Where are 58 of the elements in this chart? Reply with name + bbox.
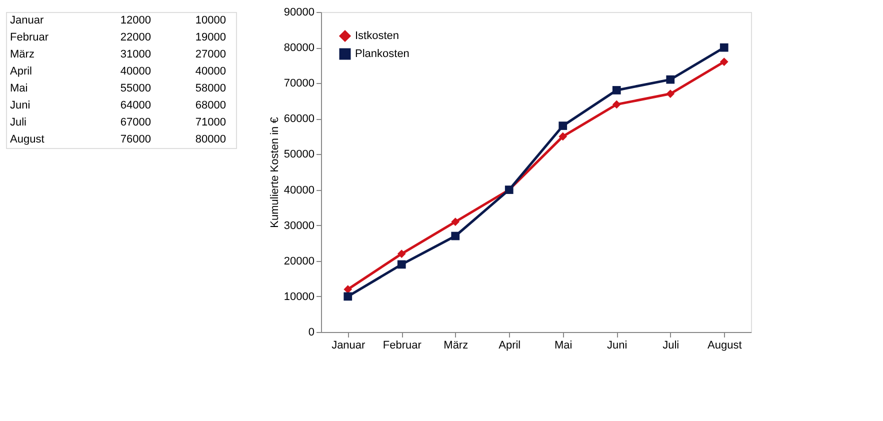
text: 58000 [195,82,226,94]
text: April [10,66,32,78]
text: August [10,134,44,146]
text: Januar [10,14,44,26]
x-tick-label: August [708,340,742,352]
text: Juni [10,100,30,112]
point [666,90,675,98]
text: Mai [10,82,28,94]
y-tick-label: 70000 [284,78,314,90]
x-tick-label: Mai [554,340,572,352]
text: 40000 [195,66,226,78]
point [720,58,728,66]
legend-label: Istkosten [355,30,400,42]
x-tick-label: Januar [332,340,366,352]
text: 55000 [120,82,151,94]
text: 10000 [195,14,226,26]
y-tick-label: 50000 [284,148,314,161]
y-tick-label: 90000 [284,6,314,18]
point [451,218,460,226]
text: Februar [10,32,49,44]
point [558,122,568,130]
y-tick-label: 0 [308,326,314,338]
text: 19000 [195,32,226,44]
point [344,292,352,301]
point [397,260,406,269]
x-tick-label: März [444,340,468,352]
x-tick-label: April [498,340,521,352]
text: März [10,48,34,60]
text: 76000 [120,134,151,146]
y-tick-label: 40000 [284,184,314,196]
text: 71000 [195,116,226,128]
point [451,232,460,240]
text: 31000 [120,48,151,60]
text: Juli [10,116,27,128]
point [720,43,728,52]
y-tick-label: 80000 [284,42,314,54]
x-tick-label: Juli [662,340,680,352]
text: 22000 [120,32,151,44]
point [558,132,568,141]
point [612,100,621,109]
y-tick-label: 30000 [284,220,314,232]
x-tick-label: Juni [607,340,628,352]
point [397,250,406,258]
text: 67000 [120,116,151,128]
text: 27000 [195,48,226,60]
text: 68000 [195,100,226,112]
x-tick-label: Februar [382,340,422,352]
text: 80000 [195,134,226,146]
text: 12000 [120,14,151,26]
point [666,75,675,84]
y-tick-label: 10000 [284,290,314,303]
point [612,86,621,94]
y-axis-title: Kumulierte Kosten in € [268,117,281,228]
legend-label: Plankosten [355,48,410,60]
y-tick-label: 20000 [284,255,314,268]
y-tick-label: 60000 [284,113,314,126]
text: 64000 [120,100,151,112]
text: 40000 [120,66,151,78]
